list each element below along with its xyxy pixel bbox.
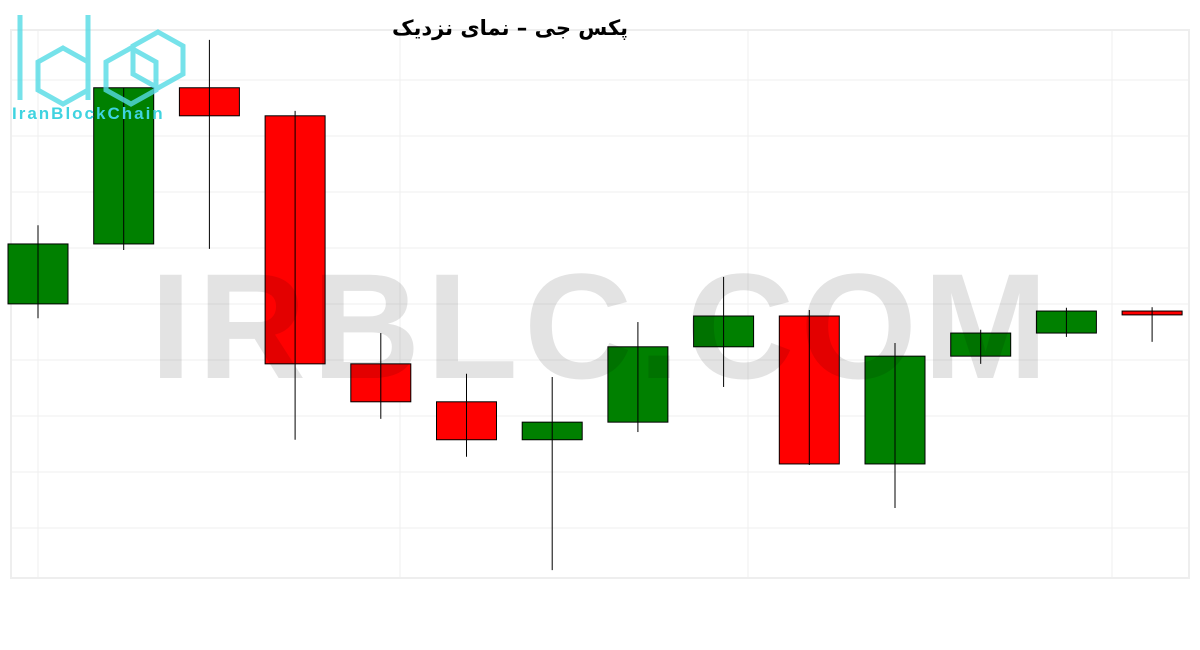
candle (778, 309, 840, 466)
candle (264, 110, 326, 440)
candle (864, 342, 926, 508)
logo-text: IranBlockChain (12, 104, 165, 123)
candle (93, 87, 155, 250)
candle (950, 329, 1012, 364)
grid (11, 30, 1189, 578)
logo: IranBlockChain (8, 10, 193, 130)
candle (178, 39, 240, 249)
candle (7, 225, 69, 319)
watermark: IRBLC.COM (150, 242, 1054, 410)
candle (693, 276, 755, 387)
logo-hexagons-icon (17, 15, 186, 107)
candle (521, 377, 583, 571)
candle (1121, 307, 1183, 342)
candles (7, 39, 1183, 571)
chart-title: پکس جی – نمای نزدیک (391, 16, 629, 40)
candle (436, 373, 497, 457)
candle (350, 333, 412, 419)
candle (1035, 307, 1097, 337)
candle (607, 322, 669, 433)
